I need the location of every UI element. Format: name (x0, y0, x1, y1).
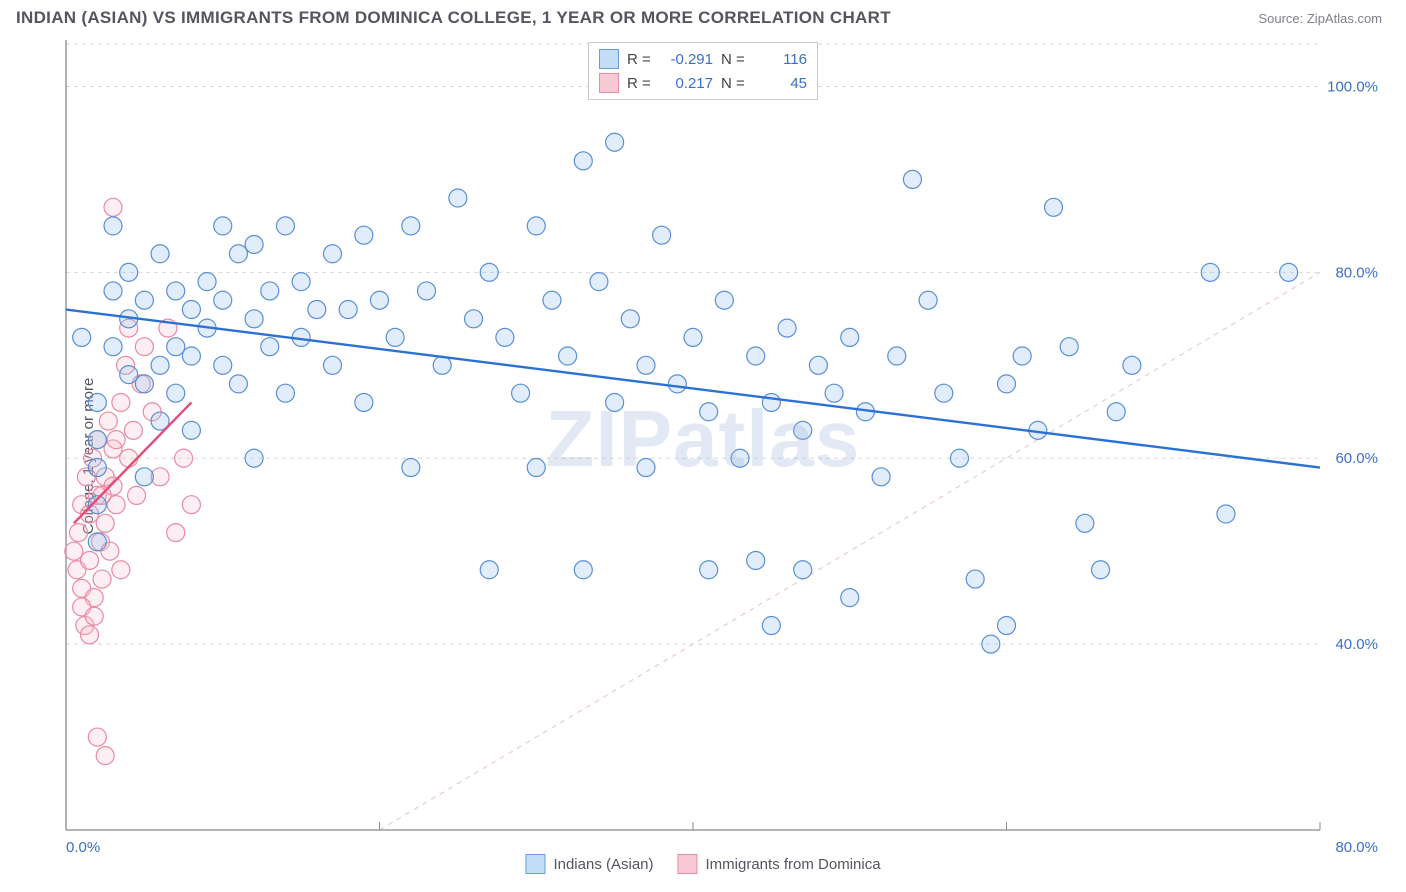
svg-text:40.0%: 40.0% (1335, 636, 1378, 653)
legend-item: Indians (Asian) (525, 854, 653, 874)
legend-swatch-blue (525, 854, 545, 874)
r-value: 0.217 (661, 75, 713, 92)
r-label: R = (627, 75, 653, 92)
svg-text:60.0%: 60.0% (1335, 450, 1378, 467)
n-value: 45 (755, 75, 807, 92)
n-value: 116 (755, 51, 807, 68)
svg-text:100.0%: 100.0% (1327, 78, 1378, 95)
chart-area: College, 1 year or more ZIPatlas R = -0.… (16, 36, 1390, 876)
legend-swatch-blue (599, 49, 619, 69)
n-label: N = (721, 75, 747, 92)
svg-text:80.0%: 80.0% (1335, 264, 1378, 281)
legend-label: Immigrants from Dominica (706, 856, 881, 873)
svg-text:0.0%: 0.0% (66, 839, 100, 856)
r-value: -0.291 (661, 51, 713, 68)
legend-swatch-pink (599, 73, 619, 93)
legend-label: Indians (Asian) (553, 856, 653, 873)
svg-text:80.0%: 80.0% (1335, 839, 1378, 856)
scatter-plot: 40.0% 60.0% 80.0% 100.0% 0.0% 80.0% (56, 36, 1390, 876)
legend-row: R = 0.217 N = 45 (599, 71, 807, 95)
chart-title: INDIAN (ASIAN) VS IMMIGRANTS FROM DOMINI… (16, 8, 891, 28)
chart-header: INDIAN (ASIAN) VS IMMIGRANTS FROM DOMINI… (0, 0, 1406, 32)
r-label: R = (627, 51, 653, 68)
legend-item: Immigrants from Dominica (678, 854, 881, 874)
n-label: N = (721, 51, 747, 68)
chart-source: Source: ZipAtlas.com (1258, 11, 1382, 26)
legend-swatch-pink (678, 854, 698, 874)
legend-row: R = -0.291 N = 116 (599, 47, 807, 71)
series-legend: Indians (Asian) Immigrants from Dominica (525, 854, 880, 874)
correlation-legend: R = -0.291 N = 116 R = 0.217 N = 45 (588, 42, 818, 100)
